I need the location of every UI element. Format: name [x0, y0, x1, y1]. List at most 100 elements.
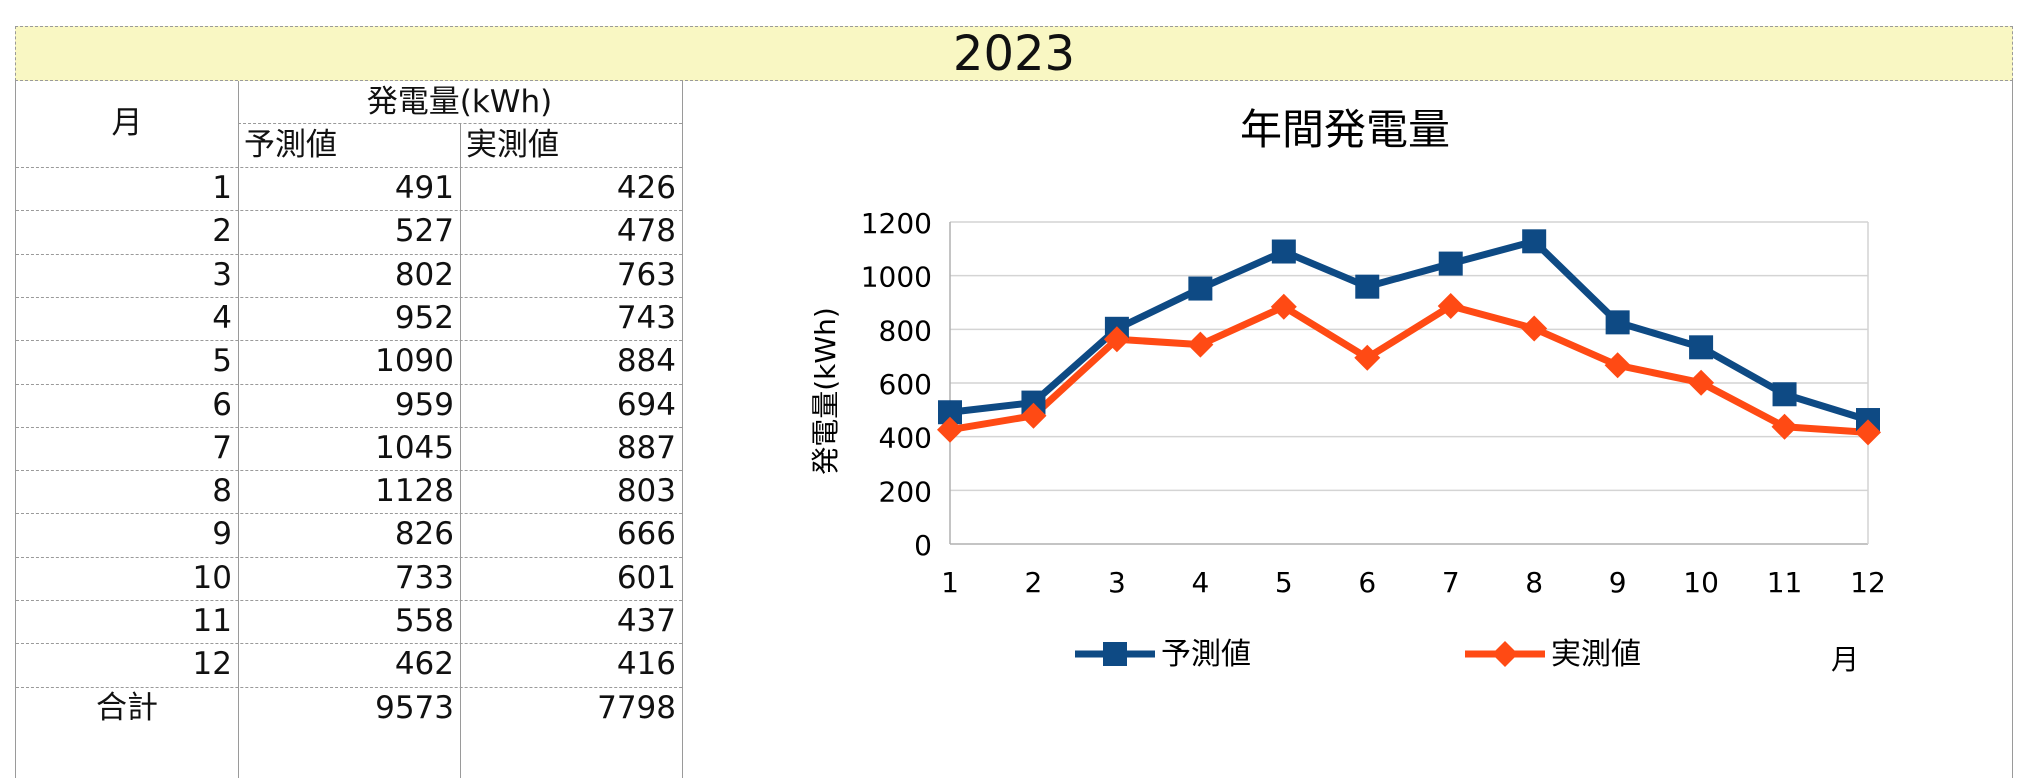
y-axis-ticks: 0 200 400 600 800 1000 1200: [861, 207, 932, 562]
total-actual: 7798: [597, 689, 676, 726]
month-cell: 4: [212, 299, 232, 336]
month-cell: 11: [192, 603, 232, 639]
data-point: [1605, 310, 1630, 335]
predicted-cell: 491: [394, 170, 454, 206]
total-predicted: 9573: [375, 689, 454, 726]
table-rule: [16, 686, 682, 688]
x-tick-label: 4: [1191, 566, 1209, 599]
table-rule: [16, 426, 682, 428]
predicted-cell: 952: [394, 299, 454, 336]
table-rule: [16, 600, 682, 601]
actual-cell: 416: [616, 646, 676, 683]
actual-cell: 763: [616, 256, 676, 293]
actual-cell: 478: [616, 213, 676, 250]
actual-cell: 743: [616, 299, 676, 336]
x-tick-label: 9: [1609, 566, 1627, 599]
data-point: [937, 416, 963, 443]
x-tick-label: 10: [1683, 566, 1719, 599]
predicted-cell: 527: [394, 213, 454, 250]
x-axis-ticks: 1 2 3 4 5 6 7 8 9 10 11 12: [941, 566, 1886, 599]
y-axis-label: 発電量(kWh): [809, 307, 842, 475]
y-tick-label: 0: [914, 529, 932, 562]
predicted-cell: 733: [394, 559, 454, 596]
data-point: [1522, 229, 1547, 254]
x-tick-label: 7: [1442, 566, 1460, 599]
x-tick-label: 3: [1108, 566, 1126, 599]
data-point: [1020, 402, 1047, 429]
table-rule: [16, 210, 682, 212]
legend-marker: [1103, 642, 1127, 666]
data-point: [1187, 331, 1214, 358]
legend-label: 実測値: [1551, 637, 1641, 672]
actual-cell: 426: [616, 170, 676, 206]
table-column-rule: [682, 81, 683, 778]
actual-column-header: 実測値: [466, 127, 559, 163]
table-rule: [16, 296, 682, 298]
table-column-rule: [460, 123, 461, 778]
actual-cell: 666: [616, 516, 676, 553]
y-tick-label: 600: [879, 368, 932, 401]
y-tick-label: 400: [879, 422, 932, 455]
month-cell: 7: [212, 429, 232, 466]
data-point: [1855, 419, 1881, 446]
month-cell: 12: [192, 646, 232, 683]
predicted-cell: 826: [394, 516, 454, 553]
chart-series: [937, 229, 1881, 446]
month-cell: 5: [212, 343, 232, 380]
generation-group-header: 発電量(kWh): [366, 84, 553, 120]
data-point: [1354, 344, 1381, 371]
month-cell: 1: [212, 170, 232, 206]
data-point: [1271, 239, 1296, 264]
table-rule: [16, 340, 682, 342]
table-rule: [16, 556, 682, 558]
month-cell: 10: [192, 559, 232, 596]
data-point: [1688, 369, 1715, 396]
table-rule: [16, 383, 682, 385]
year-title: 2023: [952, 26, 1076, 82]
predicted-cell: 802: [394, 256, 454, 293]
x-axis-label: 月: [1831, 643, 1859, 676]
table-rule: [16, 643, 682, 645]
table-rule: [16, 253, 682, 255]
x-tick-label: 2: [1025, 566, 1043, 599]
predicted-cell: 959: [394, 386, 454, 423]
x-tick-label: 1: [941, 566, 959, 599]
data-point: [1772, 382, 1797, 407]
table-column-rule: [238, 81, 239, 778]
data-point: [1438, 251, 1463, 276]
month-cell: 8: [212, 473, 232, 510]
actual-cell: 694: [616, 386, 676, 423]
y-tick-label: 800: [879, 314, 932, 347]
predicted-cell: 1128: [375, 473, 454, 510]
series-line: [949, 237, 1870, 424]
x-tick-label: 12: [1850, 566, 1886, 599]
data-point: [1437, 292, 1464, 319]
actual-cell: 884: [616, 343, 676, 380]
predicted-column-header: 予測値: [244, 127, 337, 163]
month-cell: 6: [212, 386, 232, 423]
x-tick-label: 8: [1525, 566, 1543, 599]
series-line: [949, 302, 1869, 436]
data-point: [1689, 335, 1714, 360]
legend-marker: [1492, 641, 1518, 667]
actual-cell: 437: [616, 603, 676, 639]
chart-legend: 予測値 実測値: [1075, 637, 1641, 672]
data-point: [1521, 315, 1548, 342]
total-label: 合計: [96, 689, 158, 726]
month-cell: 9: [212, 516, 232, 553]
y-tick-label: 200: [879, 475, 932, 508]
month-cell: 2: [212, 213, 232, 250]
data-point: [1355, 274, 1380, 299]
sheet-frame: 月 発電量(kWh) 予測値 実測値 1 491 426 2 527 478 3 802 763…: [15, 81, 2013, 778]
actual-cell: 601: [616, 559, 676, 596]
legend-label: 予測値: [1161, 637, 1251, 672]
month-column-header: 月: [111, 105, 143, 141]
predicted-cell: 462: [394, 646, 454, 683]
predicted-cell: 558: [394, 603, 454, 639]
table-rule: [16, 470, 682, 472]
month-cell: 3: [212, 256, 232, 293]
predicted-cell: 1045: [375, 429, 454, 466]
x-tick-label: 5: [1275, 566, 1293, 599]
chart-gridlines: [949, 221, 1869, 545]
